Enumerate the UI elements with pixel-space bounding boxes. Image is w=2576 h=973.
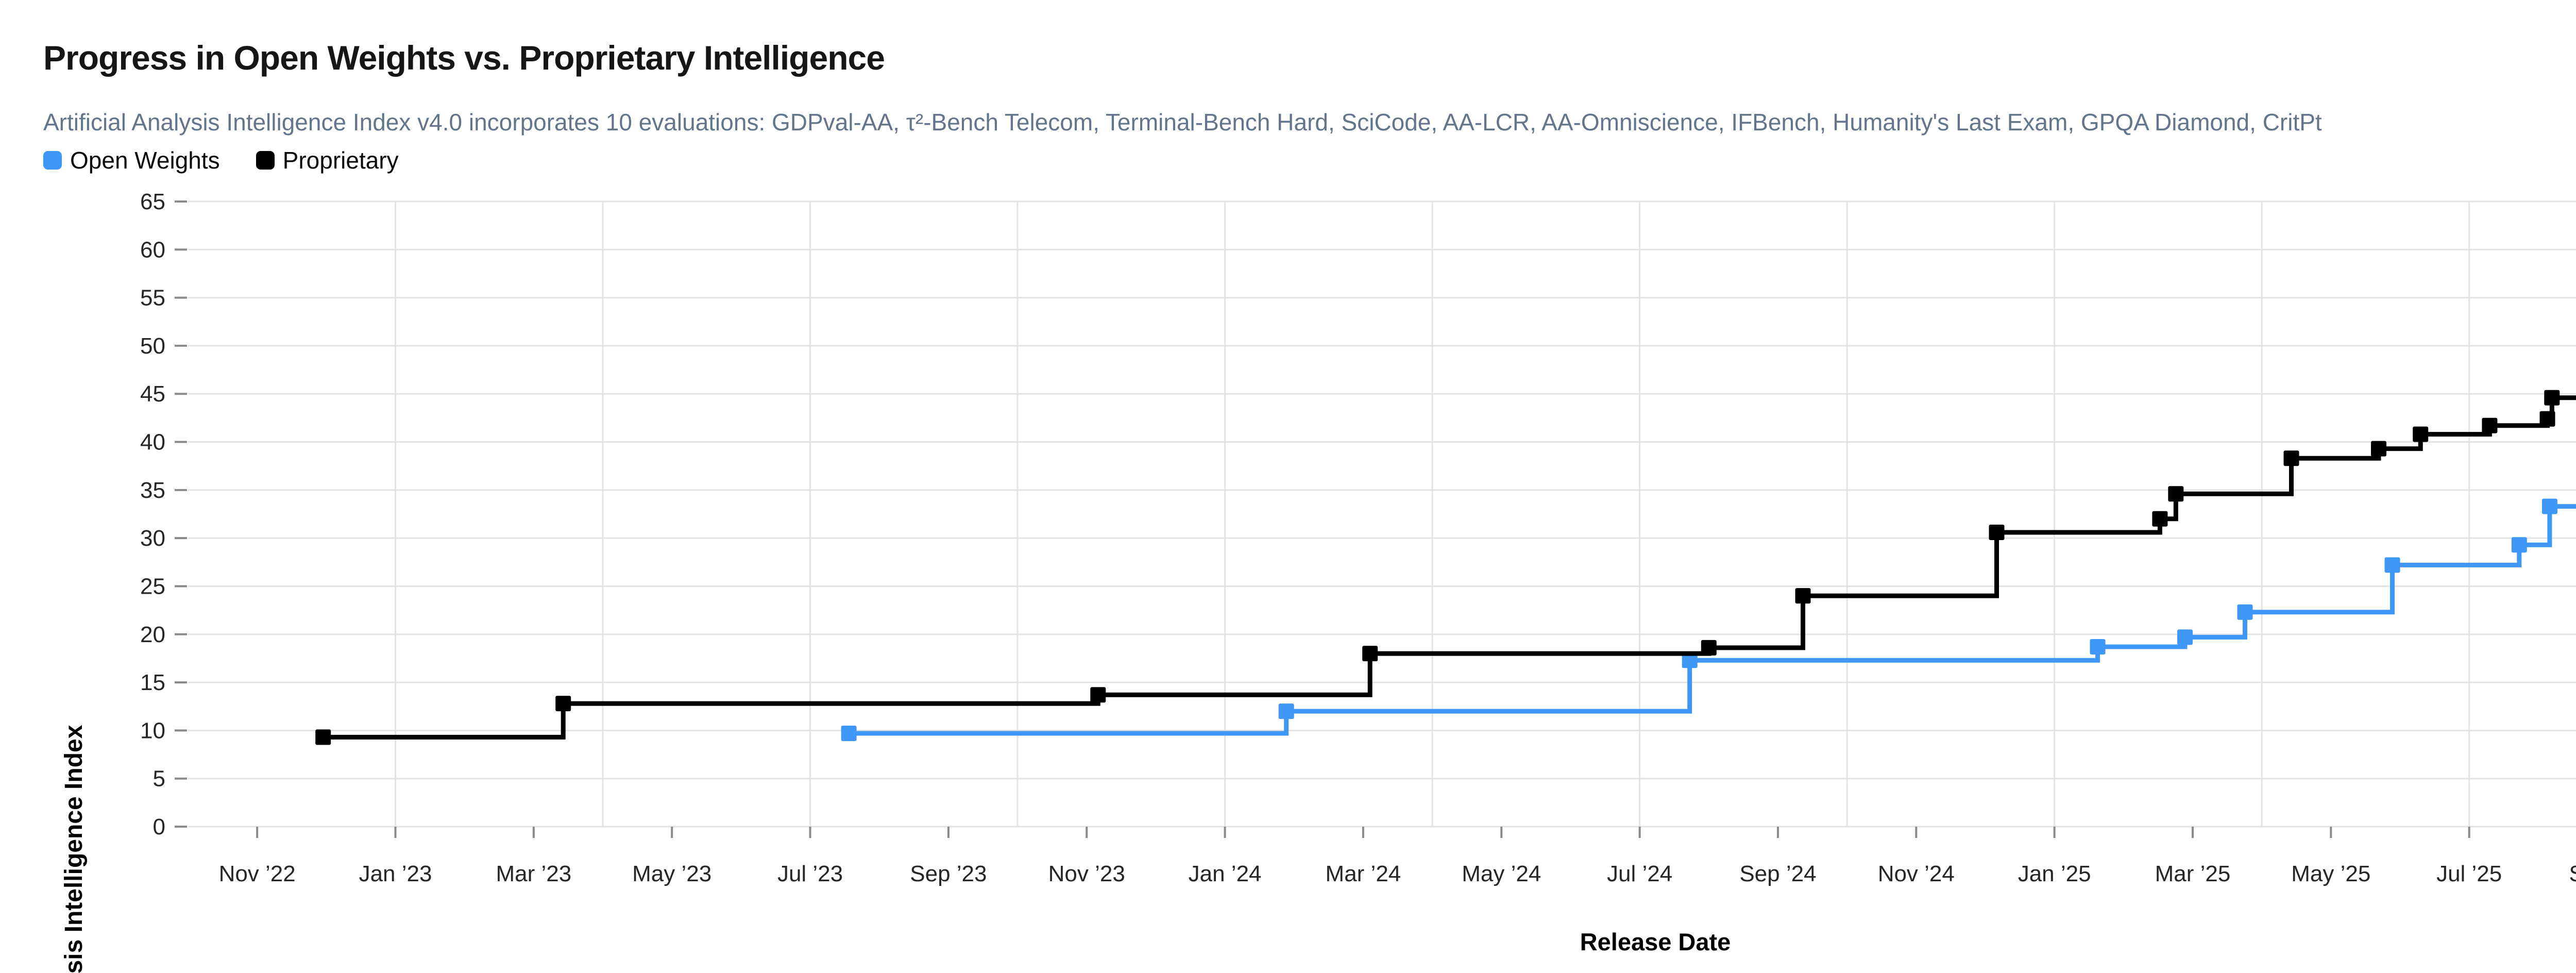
series-open-weights-point[interactable] bbox=[1278, 703, 1294, 719]
x-tick-label: Mar ’24 bbox=[1326, 861, 1401, 886]
x-tick-label: Nov ’23 bbox=[1048, 861, 1125, 886]
series-open-weights-line bbox=[849, 504, 2576, 736]
series-proprietary-point[interactable] bbox=[1989, 525, 2005, 540]
series-proprietary-point[interactable] bbox=[315, 729, 331, 745]
x-tick-label: Sep ’25 bbox=[2569, 861, 2576, 886]
x-axis-title: Release Date bbox=[1580, 928, 1731, 955]
series-proprietary-point[interactable] bbox=[2413, 426, 2429, 442]
chart-subtitle: Artificial Analysis Intelligence Index v… bbox=[43, 109, 2322, 136]
y-tick-label: 0 bbox=[153, 814, 165, 840]
series-proprietary-point[interactable] bbox=[2539, 411, 2555, 427]
x-tick-label: May ’25 bbox=[2291, 861, 2370, 886]
y-tick-label: 10 bbox=[140, 718, 165, 743]
series-open-weights-point[interactable] bbox=[2237, 604, 2253, 620]
x-tick-label: May ’24 bbox=[1462, 861, 1541, 886]
series-proprietary-point[interactable] bbox=[1795, 588, 1811, 604]
series-proprietary-point[interactable] bbox=[1701, 640, 1717, 656]
series-open-weights-point[interactable] bbox=[2384, 557, 2400, 573]
series-open-weights-point[interactable] bbox=[2177, 629, 2193, 645]
x-tick-label: Sep ’23 bbox=[910, 861, 987, 886]
legend: Open Weights Proprietary bbox=[43, 148, 399, 172]
legend-item-open-weights[interactable]: Open Weights bbox=[43, 148, 220, 172]
series-open-weights-point[interactable] bbox=[2541, 498, 2557, 514]
series-proprietary-line bbox=[323, 395, 2576, 740]
y-tick-label: 40 bbox=[140, 430, 165, 455]
y-tick-label: 35 bbox=[140, 478, 165, 503]
y-tick-label: 45 bbox=[140, 381, 165, 407]
y-tick-label: 5 bbox=[153, 766, 165, 792]
series-proprietary-point[interactable] bbox=[2283, 450, 2299, 466]
series-open-weights-point[interactable] bbox=[841, 726, 857, 741]
x-tick-label: May ’23 bbox=[632, 861, 711, 886]
open-weights-swatch-icon bbox=[43, 151, 62, 170]
series-proprietary-point[interactable] bbox=[1362, 646, 1378, 662]
x-tick-label: Sep ’24 bbox=[1739, 861, 1816, 886]
proprietary-swatch-icon bbox=[256, 151, 275, 170]
y-tick-label: 15 bbox=[140, 670, 165, 695]
series-proprietary-point[interactable] bbox=[2168, 486, 2184, 502]
y-axis-title: Artificial Analysis Intelligence Index bbox=[60, 725, 88, 973]
x-tick-label: Jul ’23 bbox=[777, 861, 843, 886]
x-tick-label: Jul ’25 bbox=[2436, 861, 2502, 886]
legend-item-proprietary[interactable]: Proprietary bbox=[256, 148, 399, 172]
x-tick-label: Jan ’23 bbox=[359, 861, 432, 886]
y-tick-label: 50 bbox=[140, 333, 165, 359]
x-tick-label: Mar ’23 bbox=[496, 861, 571, 886]
y-tick-label: 65 bbox=[140, 189, 165, 214]
series-proprietary-point[interactable] bbox=[2482, 417, 2498, 433]
x-tick-label: Nov ’22 bbox=[219, 861, 296, 886]
series-proprietary-point[interactable] bbox=[2152, 511, 2168, 527]
series-proprietary-point[interactable] bbox=[2371, 441, 2386, 457]
series-open-weights-point[interactable] bbox=[1682, 652, 1698, 668]
y-tick-label: 55 bbox=[140, 286, 165, 311]
y-tick-label: 25 bbox=[140, 574, 165, 599]
series-open-weights-point[interactable] bbox=[2511, 537, 2527, 553]
series-proprietary-point[interactable] bbox=[2544, 390, 2560, 406]
x-tick-label: Jul ’24 bbox=[1607, 861, 1672, 886]
x-tick-label: Mar ’25 bbox=[2155, 861, 2231, 886]
page-title: Progress in Open Weights vs. Proprietary… bbox=[43, 39, 885, 77]
y-tick-label: 60 bbox=[140, 237, 165, 262]
series-proprietary-point[interactable] bbox=[555, 696, 571, 712]
y-tick-label: 20 bbox=[140, 622, 165, 647]
series-proprietary-point[interactable] bbox=[1090, 687, 1106, 703]
legend-label: Proprietary bbox=[282, 147, 399, 174]
series-open-weights-point[interactable] bbox=[2090, 639, 2106, 655]
y-tick-label: 30 bbox=[140, 526, 165, 551]
legend-label: Open Weights bbox=[70, 147, 220, 174]
x-tick-label: Jan ’24 bbox=[1189, 861, 1262, 886]
x-tick-label: Jan ’25 bbox=[2018, 861, 2091, 886]
x-tick-label: Nov ’24 bbox=[1878, 861, 1955, 886]
